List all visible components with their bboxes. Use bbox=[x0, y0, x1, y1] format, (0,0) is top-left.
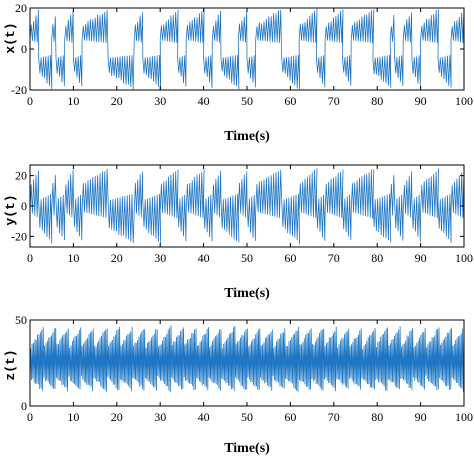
panel-z-xtick-label: 60 bbox=[284, 410, 296, 424]
panel-z-ylabel: z(t) bbox=[3, 349, 18, 380]
panel-y-xtick-label: 60 bbox=[284, 251, 296, 265]
panel-z-xtick-label: 30 bbox=[154, 410, 166, 424]
panel-y-yticks: -20 0 20 bbox=[11, 169, 464, 243]
panel-z-series bbox=[29, 325, 465, 393]
panel-z-xtick-label: 0 bbox=[27, 410, 33, 424]
panel-x-xtick-label: 60 bbox=[284, 94, 296, 108]
panel-z-xtick-label: 10 bbox=[67, 410, 79, 424]
panel-y-xtick-label: 50 bbox=[241, 251, 253, 265]
panel-y-xtick-label: 10 bbox=[67, 251, 79, 265]
panel-y-ytick-label: 20 bbox=[15, 169, 27, 183]
panel-x-series bbox=[29, 8, 465, 90]
panel-x-series-group bbox=[29, 8, 465, 90]
panel-x-ytick-label: 0 bbox=[21, 42, 27, 56]
panel-z-ytick-label: 50 bbox=[15, 313, 27, 327]
panel-x-xtick-label: 80 bbox=[371, 94, 383, 108]
panel-z-xtick-label: 90 bbox=[415, 410, 427, 424]
panel-y-xtick-label: 20 bbox=[111, 251, 123, 265]
panel-z-xtick-label: 20 bbox=[111, 410, 123, 424]
panel-x-ytick-label: 20 bbox=[15, 1, 27, 15]
panel-x-xtick-label: 10 bbox=[67, 94, 79, 108]
panel-z-xtick-label: 50 bbox=[241, 410, 253, 424]
panel-x-yticks: -20 0 20 bbox=[11, 1, 464, 97]
panel-y-xtick-label: 80 bbox=[371, 251, 383, 265]
panel-x-ylabel: x(t) bbox=[3, 22, 18, 53]
panel-x-xtick-label: 70 bbox=[328, 94, 340, 108]
panel-z-xtick-label: 40 bbox=[198, 410, 210, 424]
panel-x-xtick-label: 100 bbox=[455, 94, 473, 108]
panel-y-xtick-label: 30 bbox=[154, 251, 166, 265]
panel-z-xtick-label: 80 bbox=[371, 410, 383, 424]
panel-y-series bbox=[29, 168, 465, 245]
panel-z: z(t) 0 10 20 30 40 50 60 70 80 90 100 0 50 Time(s) bbox=[3, 313, 473, 456]
panel-z-xticks: 0 10 20 30 40 50 60 70 80 90 100 bbox=[27, 320, 473, 424]
panel-y-xlabel: Time(s) bbox=[224, 286, 270, 301]
panel-y-xtick-label: 0 bbox=[27, 251, 33, 265]
panel-y-xtick-label: 90 bbox=[415, 251, 427, 265]
panel-z-series-group bbox=[29, 325, 465, 393]
panel-x-xtick-label: 40 bbox=[198, 94, 210, 108]
panel-z-xtick-label: 70 bbox=[328, 410, 340, 424]
panel-x-xtick-label: 30 bbox=[154, 94, 166, 108]
panel-x-xlabel: Time(s) bbox=[224, 129, 270, 144]
panel-z-yticks: 0 50 bbox=[15, 313, 464, 413]
panel-z-xtick-label: 100 bbox=[455, 410, 473, 424]
panel-x-xtick-label: 90 bbox=[415, 94, 427, 108]
panel-y-ytick-label: 0 bbox=[21, 199, 27, 213]
panel-x-ytick-label: -20 bbox=[11, 83, 27, 97]
panel-x-xticks: 0 10 20 30 40 50 60 70 80 90 100 bbox=[27, 8, 473, 108]
panel-y-xtick-label: 100 bbox=[455, 251, 473, 265]
panel-y-xticks: 0 10 20 30 40 50 60 70 80 90 100 bbox=[27, 165, 473, 265]
panel-y-series-group bbox=[29, 168, 465, 245]
panel-y-xtick-label: 70 bbox=[328, 251, 340, 265]
panel-y-ytick-label: -20 bbox=[11, 229, 27, 243]
panel-z-xlabel: Time(s) bbox=[224, 441, 270, 456]
panel-x-xtick-label: 50 bbox=[241, 94, 253, 108]
panel-z-ytick-label: 0 bbox=[21, 399, 27, 413]
panel-y-xtick-label: 40 bbox=[198, 251, 210, 265]
panel-x-xtick-label: 0 bbox=[27, 94, 33, 108]
panel-y-ylabel: y(t) bbox=[3, 194, 18, 225]
panel-x-xtick-label: 20 bbox=[111, 94, 123, 108]
